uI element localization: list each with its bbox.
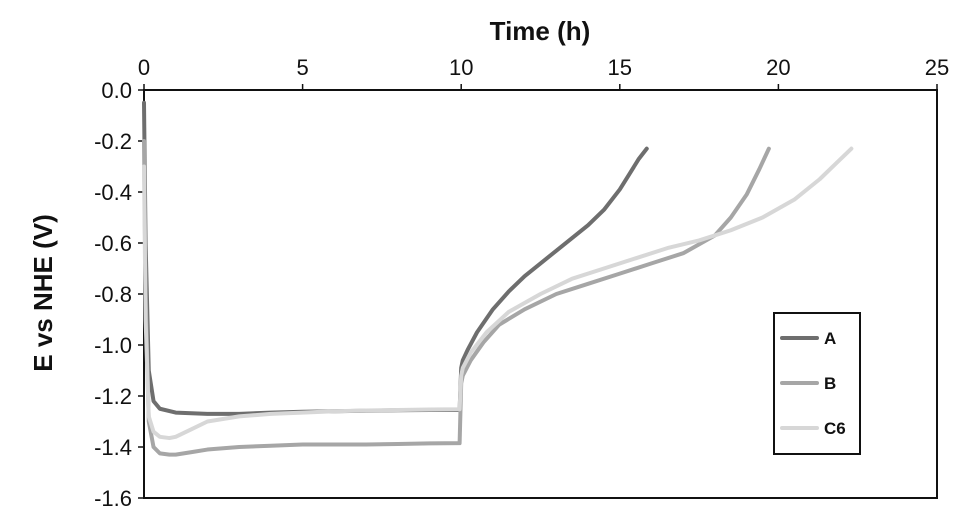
y-axis-ticks: 0.0 -0.2 -0.4 -0.6 -0.8 -1.0 -1.2 -1.4 -1.6	[94, 78, 144, 511]
y-tick-label: -0.4	[94, 180, 132, 205]
legend-label-a: A	[824, 329, 836, 348]
y-tick-label: -1.2	[94, 384, 132, 409]
y-tick-label: -1.4	[94, 435, 132, 460]
series-line-c6	[142, 146, 854, 441]
x-tick-label: 20	[766, 55, 790, 80]
y-tick-label: 0.0	[101, 78, 132, 103]
y-tick-label: -0.8	[94, 282, 132, 307]
legend: A B C6	[773, 312, 861, 455]
y-tick-label: -1.6	[94, 486, 132, 511]
y-tick-label: -0.6	[94, 231, 132, 256]
x-tick-label: 25	[925, 55, 949, 80]
x-tick-label: 5	[296, 55, 308, 80]
legend-label-c6: C6	[824, 419, 846, 438]
x-axis-ticks: 0 5 10 15 20 25	[138, 55, 949, 90]
x-tick-label: 15	[608, 55, 632, 80]
y-axis-title: E vs NHE (V)	[28, 214, 58, 372]
x-tick-label: 0	[138, 55, 150, 80]
x-tick-label: 10	[449, 55, 473, 80]
series-line-b	[142, 139, 771, 457]
series-layer	[142, 100, 854, 457]
y-tick-label: -1.0	[94, 333, 132, 358]
y-tick-label: -0.2	[94, 129, 132, 154]
x-axis-title: Time (h)	[490, 16, 591, 46]
legend-label-b: B	[824, 374, 836, 393]
